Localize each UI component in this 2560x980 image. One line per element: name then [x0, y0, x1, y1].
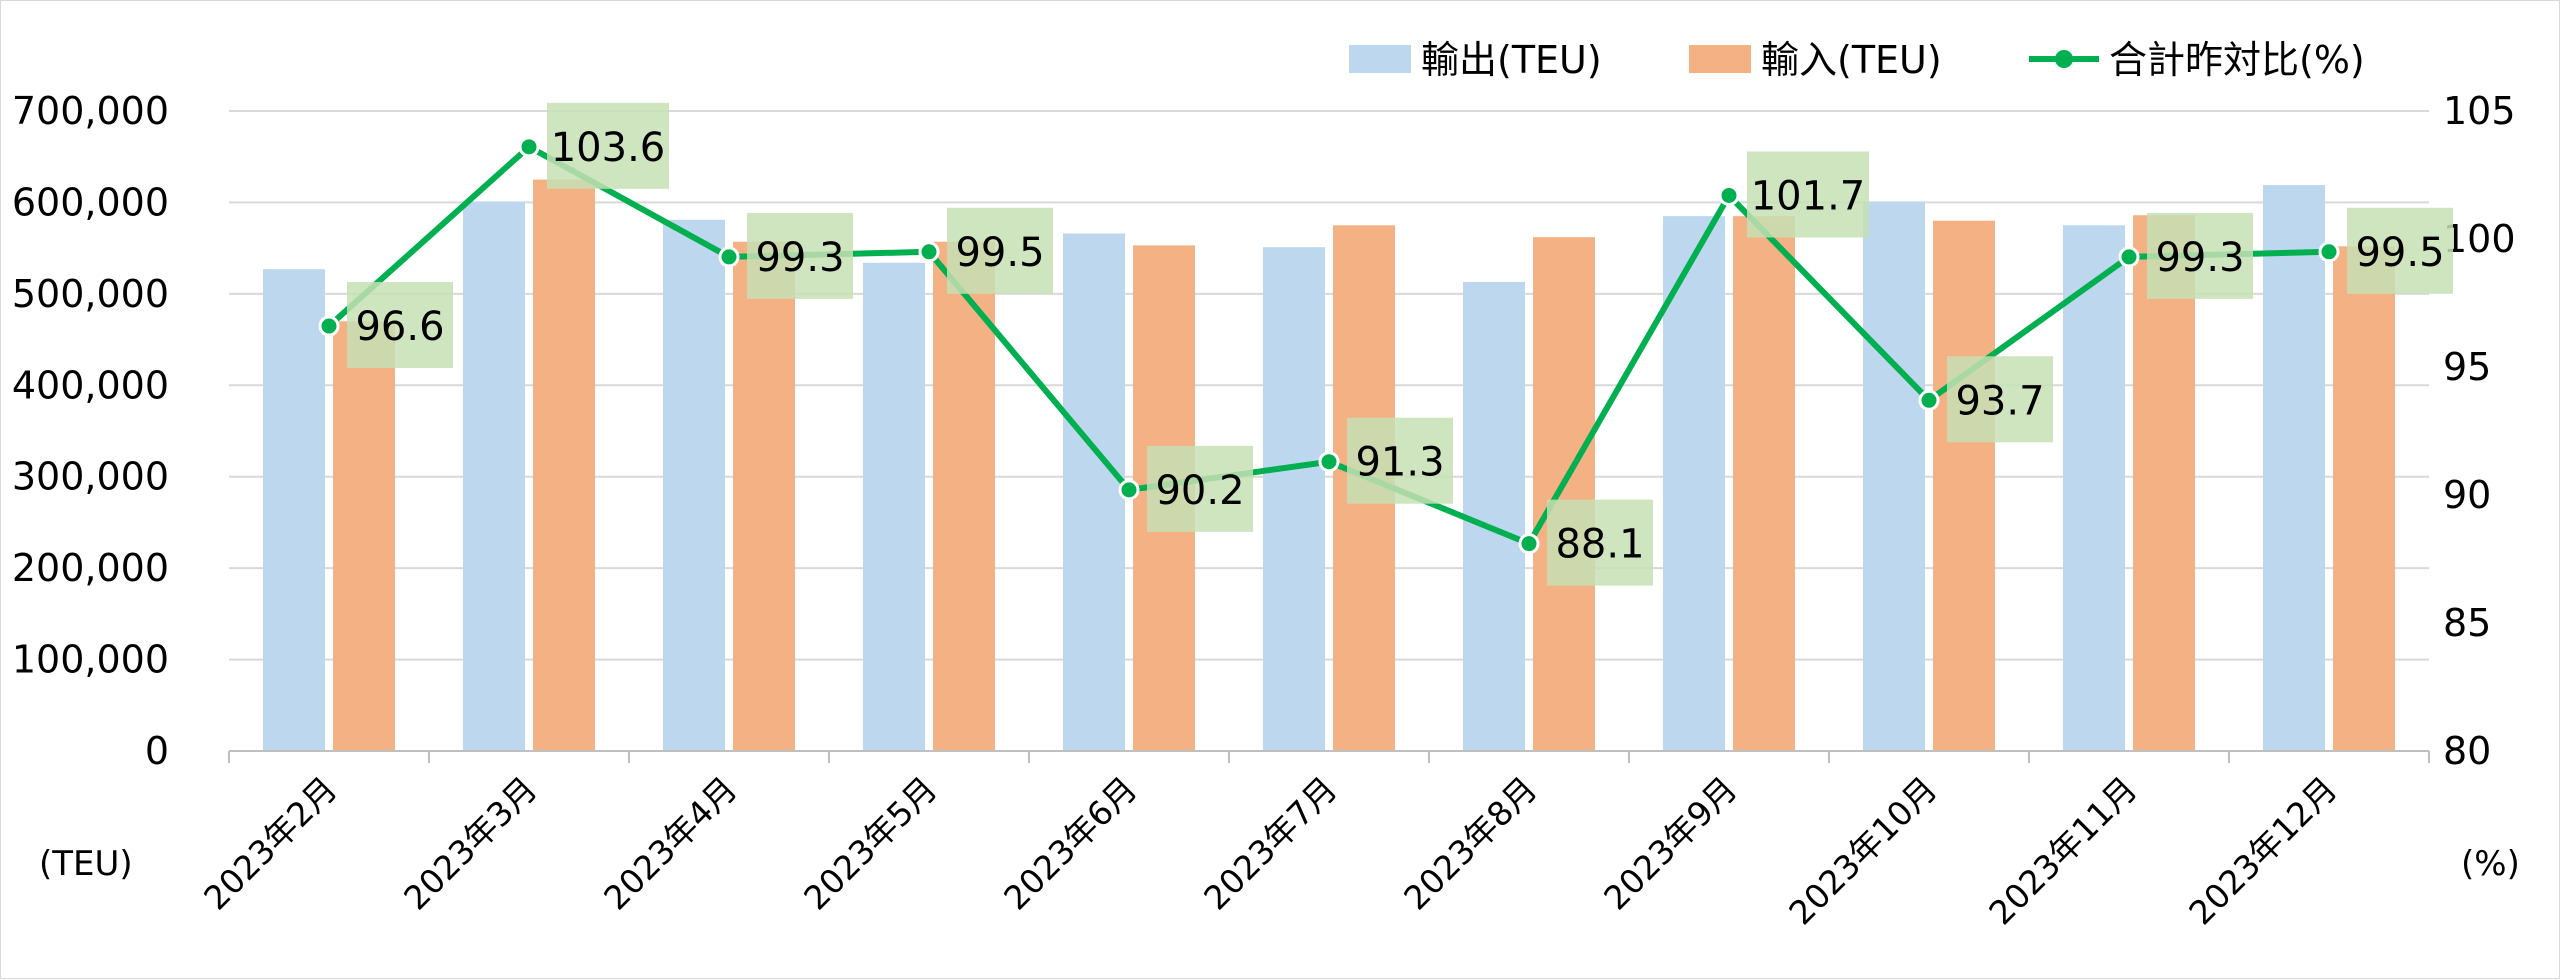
data-label: 99.3 [2155, 235, 2244, 281]
data-label-box [1547, 499, 1653, 586]
data-label: 99.3 [755, 235, 844, 281]
right-tick-label: 95 [2443, 345, 2491, 389]
import-bar [933, 241, 995, 751]
data-label: 90.2 [1155, 468, 1244, 514]
category-label: 2023年6月 [996, 769, 1144, 917]
category-label: 2023年5月 [796, 769, 944, 917]
ratio-marker [918, 241, 940, 263]
data-label: 99.5 [955, 230, 1044, 276]
data-labels: 96.6 103.6 99.3 99.5 90.2 91.3 88.1 101.7 93.7 99… [347, 102, 2453, 586]
ratio-line [326, 143, 2330, 547]
left-tick-label: 200,000 [12, 546, 169, 590]
category-label: 2023年7月 [1196, 769, 1344, 917]
data-label: 99.5 [2355, 230, 2444, 276]
export-bar [1063, 233, 1125, 751]
import-bar [533, 179, 595, 752]
left-tick-label: 500,000 [12, 272, 169, 316]
export-bar [1263, 247, 1325, 751]
legend-ratio-label: 合計昨対比(%) [2109, 38, 2365, 82]
left-tick-label: 0 [145, 729, 169, 773]
category-label: 2023年12月 [2181, 769, 2344, 932]
export-bar [863, 262, 925, 751]
data-label-box [1147, 445, 1253, 532]
data-label-box [1347, 417, 1453, 504]
left-tick-label: 400,000 [12, 363, 169, 407]
category-label: 2023年8月 [1396, 769, 1544, 917]
export-bar [663, 219, 725, 752]
right-tick-label: 100 [2443, 217, 2516, 261]
right-tick-label: 105 [2443, 89, 2516, 133]
export-bar [263, 269, 325, 751]
category-label: 2023年3月 [396, 769, 544, 917]
ratio-marker [318, 315, 340, 337]
export-bar [1663, 216, 1725, 752]
ratio-marker [1318, 451, 1340, 473]
data-label-box [547, 102, 669, 189]
data-label: 91.3 [1355, 440, 1444, 486]
export-bar [1863, 201, 1925, 751]
left-tick-label: 100,000 [12, 638, 169, 682]
left-tick-label: 600,000 [12, 180, 169, 224]
import-bar [1733, 216, 1795, 752]
ratio-marker [2118, 246, 2140, 268]
data-label-box [947, 207, 1053, 294]
data-label: 96.6 [355, 304, 444, 350]
right-tick-label: 80 [2443, 729, 2491, 773]
import-bar [2133, 215, 2195, 751]
export-bar [2063, 225, 2125, 752]
right-tick-label: 90 [2443, 473, 2491, 517]
category-label: 2023年10月 [1781, 769, 1944, 932]
import-bar [1533, 237, 1595, 751]
ratio-marker [518, 136, 540, 158]
data-label-box [1747, 151, 1869, 238]
category-label: 2023年11月 [1981, 769, 2144, 932]
import-bar [2333, 246, 2395, 752]
ratio-marker [2318, 241, 2340, 263]
ratio-marker [1918, 389, 1940, 411]
legend-export-swatch [1349, 45, 1411, 73]
export-bar [1463, 281, 1525, 751]
left-axis-unit: (TEU) [39, 844, 133, 884]
import-bar [333, 321, 395, 751]
right-axis-unit: (%) [2461, 844, 2520, 884]
data-label: 101.7 [1751, 173, 1866, 219]
data-label-box [347, 282, 453, 369]
data-label-box [747, 212, 853, 299]
category-label: 2023年4月 [596, 769, 744, 917]
legend-import-label: 輸入(TEU) [1761, 38, 1942, 82]
export-bar [2263, 185, 2325, 752]
ratio-marker [1718, 184, 1740, 206]
category-label: 2023年9月 [1596, 769, 1744, 917]
ratio-marker [1118, 479, 1140, 501]
data-label-box [1947, 356, 2053, 443]
import-bar [1933, 220, 1995, 751]
export-bar [463, 201, 525, 751]
left-tick-label: 300,000 [12, 455, 169, 499]
data-label-box [2347, 207, 2453, 294]
ratio-marker [718, 246, 740, 268]
legend-import-swatch [1689, 45, 1751, 73]
bars-group [263, 179, 2395, 752]
data-label: 103.6 [551, 125, 666, 171]
right-tick-label: 85 [2443, 601, 2491, 645]
data-label: 93.7 [1955, 378, 2044, 424]
data-label: 88.1 [1555, 522, 1644, 568]
legend: 輸出(TEU) 輸入(TEU) 合計昨対比(%) [1349, 38, 2365, 82]
left-tick-label: 700,000 [12, 89, 169, 133]
category-label: 2023年2月 [196, 769, 344, 917]
line-series [318, 136, 2340, 555]
legend-ratio-marker [2055, 50, 2073, 68]
legend-export-label: 輸出(TEU) [1421, 38, 1602, 82]
import-bar [733, 241, 795, 751]
ratio-marker [1518, 533, 1540, 555]
data-label-box [2147, 212, 2253, 299]
